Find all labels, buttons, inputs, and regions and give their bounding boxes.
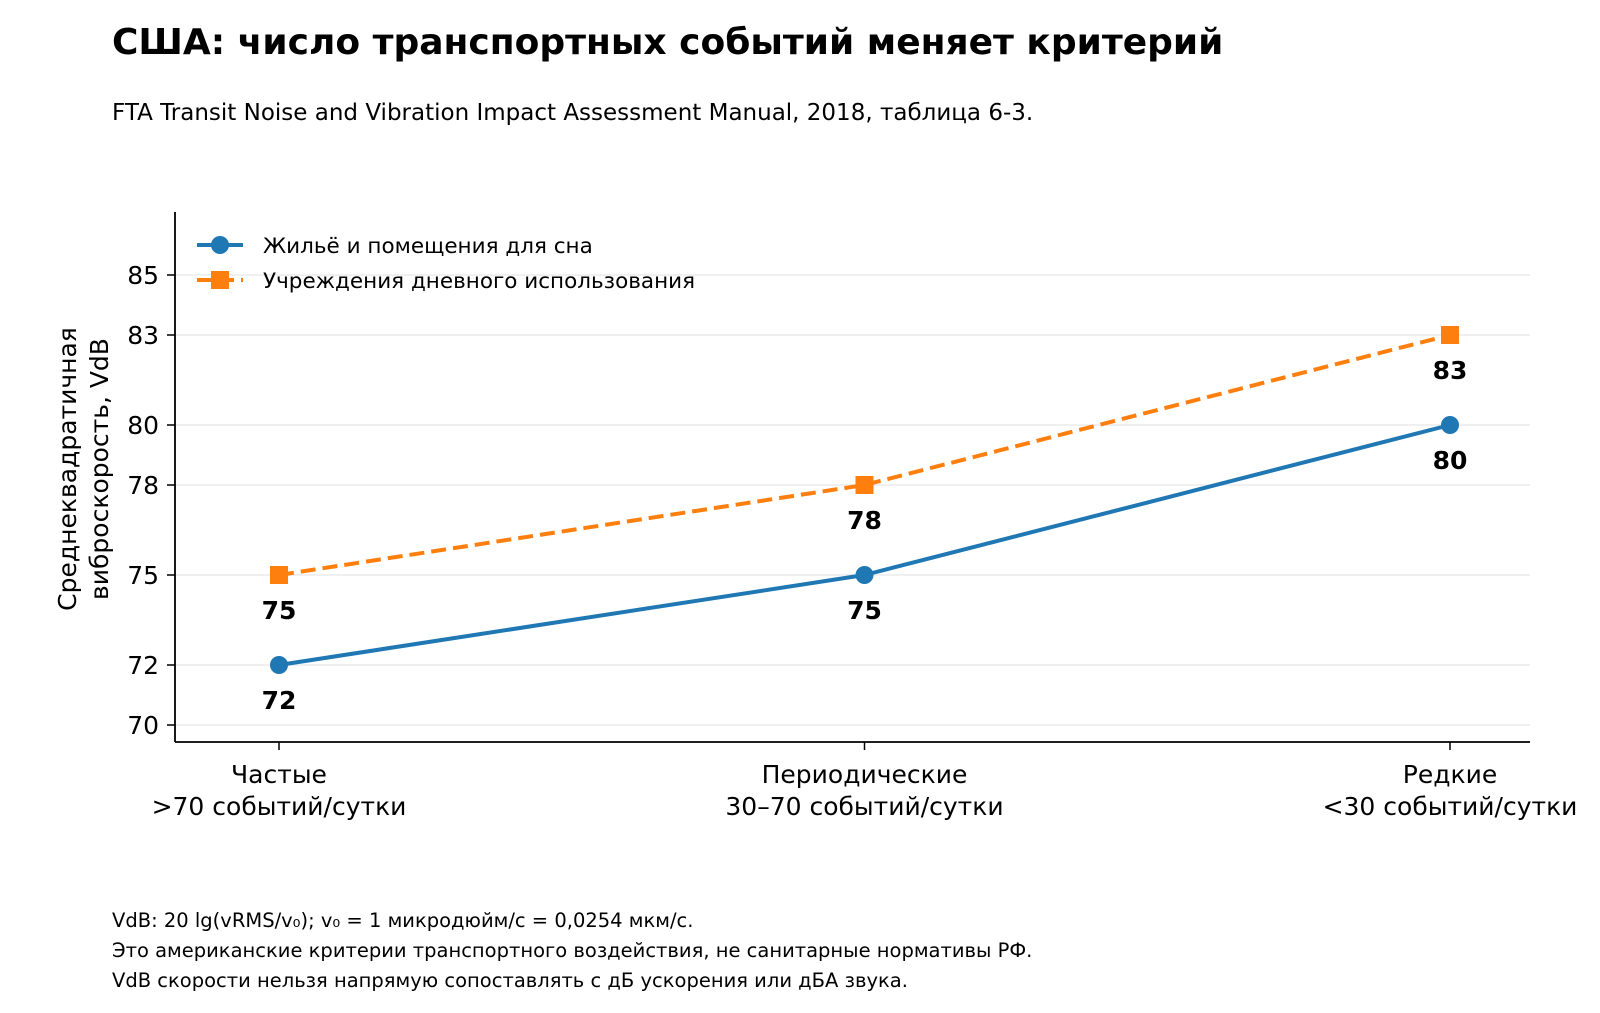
chart-subtitle: FTA Transit Noise and Vibration Impact A… [112, 100, 1033, 126]
y-ticks: 70 72 75 78 80 83 85 [127, 261, 175, 740]
data-point [270, 566, 288, 584]
data-point [1441, 416, 1459, 434]
axes [174, 212, 1530, 743]
y-tick-label: 83 [127, 321, 159, 350]
data-point [270, 656, 288, 674]
data-labels: 75 78 83 72 75 80 [262, 356, 1468, 715]
y-axis-title: Среднеквадратичная виброскорость, VdB [53, 327, 114, 611]
chart-title: США: число транспортных событий меняет к… [112, 22, 1223, 63]
data-point [1441, 326, 1459, 344]
x-tick-label: Периодические [762, 760, 968, 789]
y-axis-title-line: Среднеквадратичная [53, 327, 82, 611]
y-tick-label: 78 [127, 471, 159, 500]
data-label: 83 [1433, 356, 1468, 385]
y-tick-label: 70 [127, 711, 159, 740]
data-point [855, 476, 874, 494]
legend: Жильё и помещения для сна Учреждения днев… [197, 234, 695, 294]
x-ticks: Частые >70 событий/сутки Периодические 30–7… [152, 742, 1578, 821]
x-tick-label: >70 событий/сутки [152, 792, 407, 821]
y-tick-label: 75 [127, 561, 159, 590]
footnote-line: Это американские критерии транспортного … [112, 939, 1032, 962]
legend-marker [211, 236, 229, 254]
footnote-line: VdB скорости нельзя напрямую сопоставлят… [112, 969, 908, 992]
data-label: 80 [1433, 446, 1468, 475]
y-tick-label: 80 [127, 411, 159, 440]
series [270, 326, 1459, 674]
legend-label: Жильё и помещения для сна [263, 234, 593, 259]
x-tick-label: Частые [231, 760, 327, 789]
data-label: 78 [847, 506, 882, 535]
data-point [855, 566, 874, 584]
y-axis-label: Среднеквадратичная виброскорость, VdB [53, 327, 114, 611]
y-axis-title-line: виброскорость, VdB [85, 338, 114, 600]
legend-marker [211, 271, 229, 289]
x-tick-label: <30 событий/сутки [1323, 792, 1578, 821]
data-label: 75 [847, 596, 882, 625]
data-label: 72 [262, 686, 297, 715]
series-line [278, 333, 1451, 577]
x-tick-label: Редкие [1403, 760, 1497, 789]
y-tick-label: 72 [127, 651, 159, 680]
footnote-line: VdB: 20 lg(vRMS/v₀); v₀ = 1 микродюйм/с … [112, 909, 693, 932]
y-tick-label: 85 [127, 261, 159, 290]
x-tick-label: 30–70 событий/сутки [725, 792, 1003, 821]
data-label: 75 [262, 596, 297, 625]
footnotes: VdB: 20 lg(vRMS/v₀); v₀ = 1 микродюйм/с … [112, 909, 1032, 992]
legend-label: Учреждения дневного использования [263, 269, 695, 294]
